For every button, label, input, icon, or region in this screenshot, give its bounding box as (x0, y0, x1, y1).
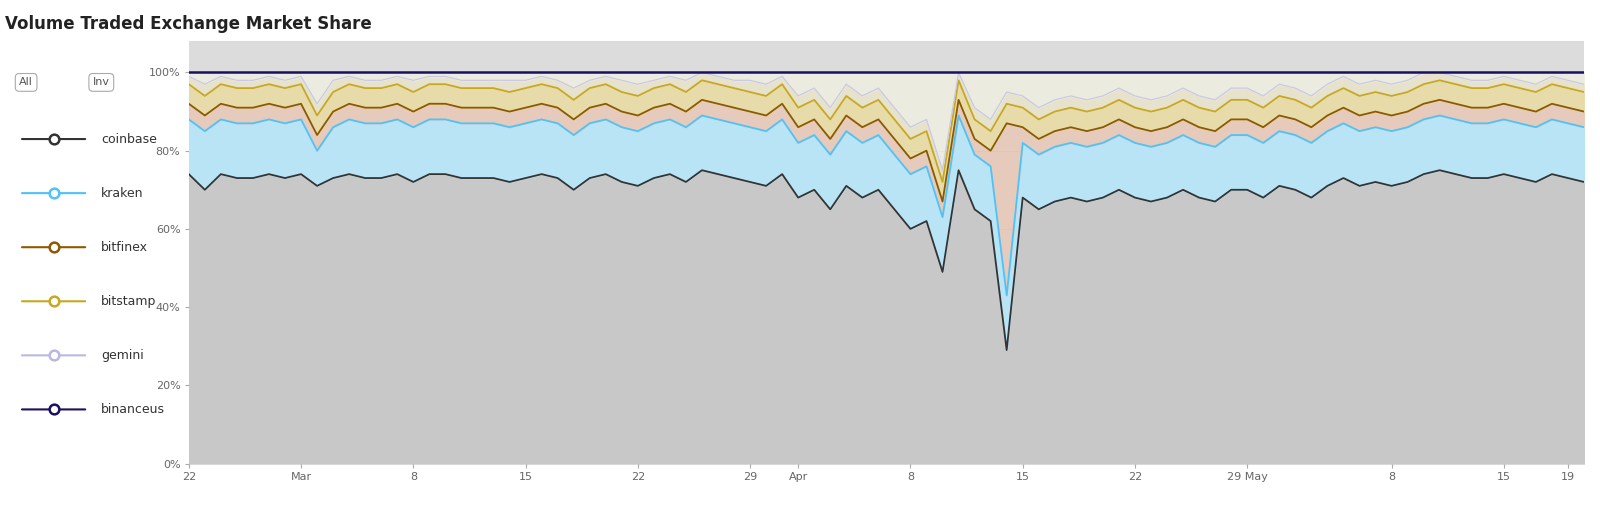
Text: kraken: kraken (101, 186, 144, 200)
Text: coinbase: coinbase (101, 132, 157, 146)
Text: bitstamp: bitstamp (101, 295, 157, 308)
Text: All: All (19, 77, 34, 88)
Text: Volume Traded Exchange Market Share: Volume Traded Exchange Market Share (5, 15, 371, 33)
Text: bitfinex: bitfinex (101, 241, 147, 254)
Text: Inv: Inv (93, 77, 110, 88)
Text: gemini: gemini (101, 349, 144, 362)
Text: binanceus: binanceus (101, 403, 165, 416)
